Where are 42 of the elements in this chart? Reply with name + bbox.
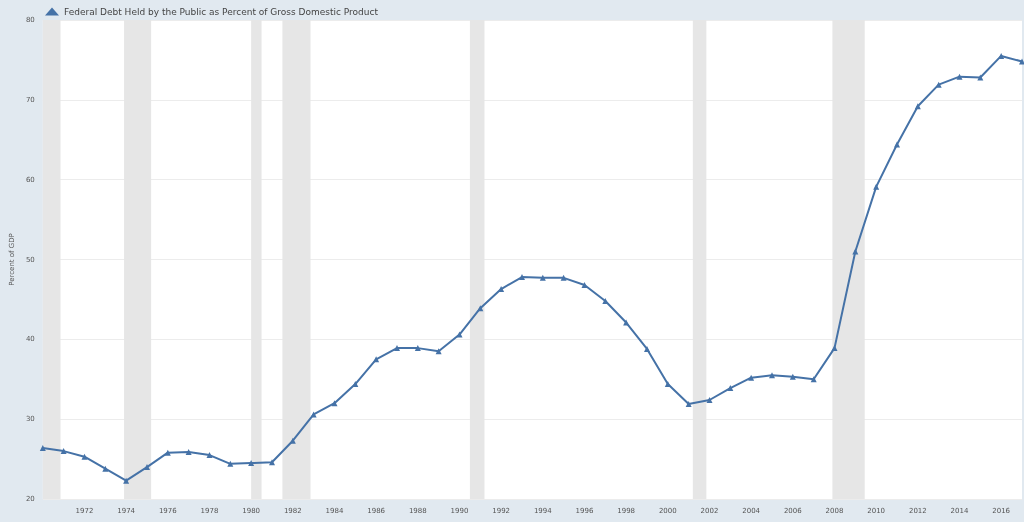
point (164, 449, 171, 456)
point (873, 183, 880, 190)
point (289, 437, 296, 444)
point (60, 448, 67, 455)
point (456, 331, 463, 338)
point (643, 345, 650, 352)
point (81, 453, 88, 460)
point (789, 373, 796, 380)
point (352, 381, 359, 388)
point (414, 345, 421, 352)
point (206, 452, 213, 459)
point (1019, 58, 1024, 65)
point (581, 282, 588, 289)
point (560, 274, 567, 281)
point (602, 298, 609, 305)
point (685, 401, 692, 407)
point (956, 73, 963, 80)
point (706, 397, 713, 404)
point (498, 286, 505, 293)
point (331, 400, 338, 407)
point (123, 477, 130, 484)
point (393, 345, 400, 352)
point (539, 274, 546, 281)
point (227, 460, 234, 467)
point (935, 81, 942, 88)
point (727, 385, 734, 392)
point (623, 319, 630, 326)
point (852, 248, 859, 255)
point (102, 465, 109, 472)
point (143, 464, 150, 471)
point (831, 345, 838, 352)
point (248, 460, 255, 467)
legend-label: Federal Debt Held by the Public as Percent of Gross Domestic Product (64, 6, 379, 17)
point (664, 381, 671, 388)
point (39, 444, 46, 451)
point (998, 52, 1005, 59)
point (185, 448, 192, 455)
point (748, 374, 755, 381)
point (768, 372, 775, 379)
point (518, 274, 525, 281)
point (894, 141, 900, 148)
point (268, 459, 275, 466)
